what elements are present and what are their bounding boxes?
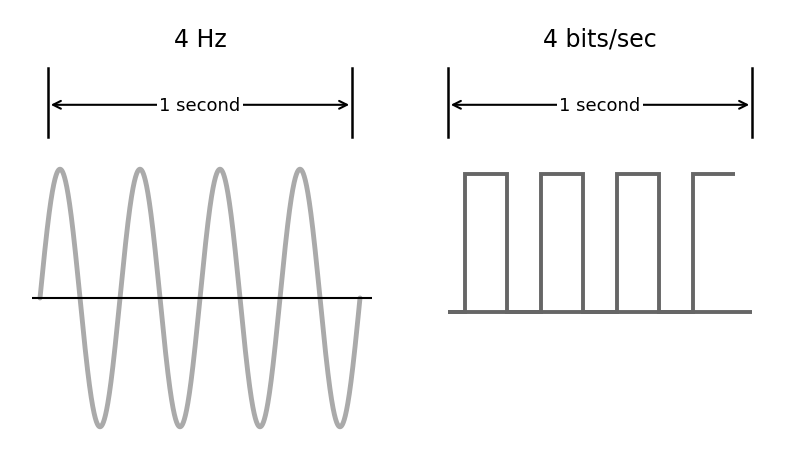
Text: 4 Hz: 4 Hz	[174, 28, 226, 51]
Text: 4 bits/sec: 4 bits/sec	[543, 28, 657, 51]
Text: 1 second: 1 second	[559, 96, 641, 115]
Text: 1 second: 1 second	[159, 96, 241, 115]
